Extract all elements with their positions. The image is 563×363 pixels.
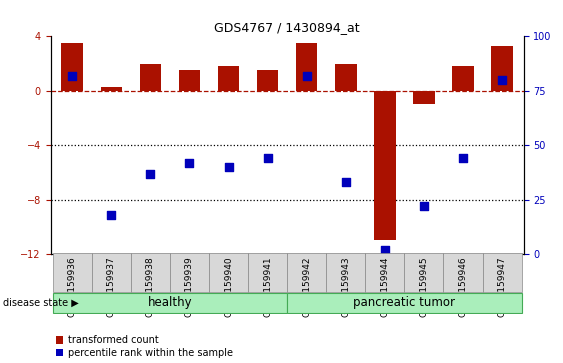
Bar: [413, 91, 435, 104]
Bar: [101, 87, 122, 91]
Text: pancreatic tumor: pancreatic tumor: [354, 296, 455, 309]
Text: GSM1159946: GSM1159946: [458, 256, 467, 317]
Title: GDS4767 / 1430894_at: GDS4767 / 1430894_at: [215, 21, 360, 34]
FancyBboxPatch shape: [52, 253, 92, 292]
Point: [224, 164, 233, 170]
FancyBboxPatch shape: [52, 293, 287, 313]
FancyBboxPatch shape: [209, 253, 248, 292]
FancyBboxPatch shape: [92, 253, 131, 292]
Bar: [374, 91, 396, 240]
Text: healthy: healthy: [148, 296, 192, 309]
Point: [185, 160, 194, 166]
FancyBboxPatch shape: [404, 253, 444, 292]
FancyBboxPatch shape: [287, 253, 326, 292]
FancyBboxPatch shape: [170, 253, 209, 292]
Text: GSM1159944: GSM1159944: [381, 256, 390, 317]
Legend: transformed count, percentile rank within the sample: transformed count, percentile rank withi…: [56, 335, 233, 358]
FancyBboxPatch shape: [131, 253, 170, 292]
FancyBboxPatch shape: [326, 253, 365, 292]
Bar: [218, 66, 239, 91]
Point: [68, 73, 77, 78]
Text: GSM1159937: GSM1159937: [107, 256, 116, 317]
Point: [263, 155, 272, 161]
Bar: [178, 70, 200, 91]
Point: [381, 247, 390, 253]
Bar: [491, 46, 513, 91]
Bar: [140, 64, 161, 91]
Bar: [452, 66, 473, 91]
Text: GSM1159940: GSM1159940: [224, 256, 233, 317]
Text: GSM1159939: GSM1159939: [185, 256, 194, 317]
Text: GSM1159941: GSM1159941: [263, 256, 272, 317]
Point: [341, 179, 350, 185]
Text: GSM1159942: GSM1159942: [302, 256, 311, 317]
Bar: [257, 70, 278, 91]
Text: GSM1159936: GSM1159936: [68, 256, 77, 317]
FancyBboxPatch shape: [482, 253, 522, 292]
Text: GSM1159945: GSM1159945: [419, 256, 428, 317]
Text: GSM1159943: GSM1159943: [341, 256, 350, 317]
Bar: [335, 64, 356, 91]
Point: [107, 212, 116, 218]
Bar: [296, 43, 318, 91]
FancyBboxPatch shape: [287, 293, 522, 313]
FancyBboxPatch shape: [248, 253, 287, 292]
Text: GSM1159938: GSM1159938: [146, 256, 155, 317]
Point: [498, 77, 507, 83]
Text: disease state ▶: disease state ▶: [3, 298, 79, 308]
Point: [419, 203, 428, 209]
Bar: [61, 43, 83, 91]
Point: [458, 155, 467, 161]
Point: [146, 171, 155, 176]
Point: [302, 73, 311, 78]
FancyBboxPatch shape: [444, 253, 482, 292]
FancyBboxPatch shape: [365, 253, 404, 292]
Text: GSM1159947: GSM1159947: [498, 256, 507, 317]
